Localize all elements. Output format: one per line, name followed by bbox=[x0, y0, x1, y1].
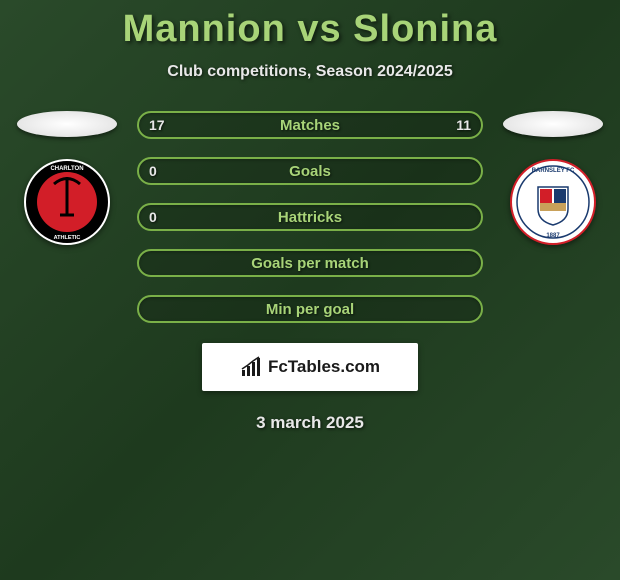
stat-label: Matches bbox=[280, 117, 340, 134]
stat-row-matches: 17 Matches 11 bbox=[137, 111, 483, 139]
main-row: CHARLTON ATHLETIC 17 Matches 11 0 Goals … bbox=[0, 111, 620, 323]
svg-text:1887: 1887 bbox=[546, 233, 560, 239]
watermark-label: FcTables.com bbox=[268, 357, 380, 377]
svg-text:ATHLETIC: ATHLETIC bbox=[54, 235, 81, 241]
right-column: BARNSLEY FC 1887 bbox=[503, 111, 603, 245]
left-player-marker bbox=[17, 111, 117, 137]
stat-left-value: 17 bbox=[149, 117, 165, 133]
stat-left-value: 0 bbox=[149, 209, 157, 225]
comparison-widget: Mannion vs Slonina Club competitions, Se… bbox=[0, 0, 620, 433]
svg-text:CHARLTON: CHARLTON bbox=[50, 166, 83, 172]
stat-right-value: 11 bbox=[456, 117, 471, 133]
watermark[interactable]: FcTables.com bbox=[202, 343, 418, 391]
subtitle: Club competitions, Season 2024/2025 bbox=[0, 63, 620, 81]
page-title: Mannion vs Slonina bbox=[0, 8, 620, 51]
stat-row-hattricks: 0 Hattricks bbox=[137, 203, 483, 231]
stat-label: Hattricks bbox=[278, 209, 342, 226]
right-team-crest: BARNSLEY FC 1887 bbox=[510, 159, 596, 245]
bars-icon bbox=[240, 356, 262, 378]
stat-label: Goals bbox=[289, 163, 331, 180]
stat-label: Min per goal bbox=[266, 301, 354, 318]
svg-text:BARNSLEY FC: BARNSLEY FC bbox=[532, 168, 575, 174]
charlton-crest-icon: CHARLTON ATHLETIC bbox=[24, 159, 110, 245]
right-player-marker bbox=[503, 111, 603, 137]
stat-row-goals: 0 Goals bbox=[137, 157, 483, 185]
stat-row-goals-per-match: Goals per match bbox=[137, 249, 483, 277]
stat-left-value: 0 bbox=[149, 163, 157, 179]
date-label: 3 march 2025 bbox=[0, 413, 620, 433]
left-column: CHARLTON ATHLETIC bbox=[17, 111, 117, 245]
stats-column: 17 Matches 11 0 Goals 0 Hattricks Goals … bbox=[137, 111, 483, 323]
barnsley-crest-icon: BARNSLEY FC 1887 bbox=[510, 159, 596, 245]
stat-label: Goals per match bbox=[251, 255, 369, 272]
left-team-crest: CHARLTON ATHLETIC bbox=[24, 159, 110, 245]
stat-row-min-per-goal: Min per goal bbox=[137, 295, 483, 323]
